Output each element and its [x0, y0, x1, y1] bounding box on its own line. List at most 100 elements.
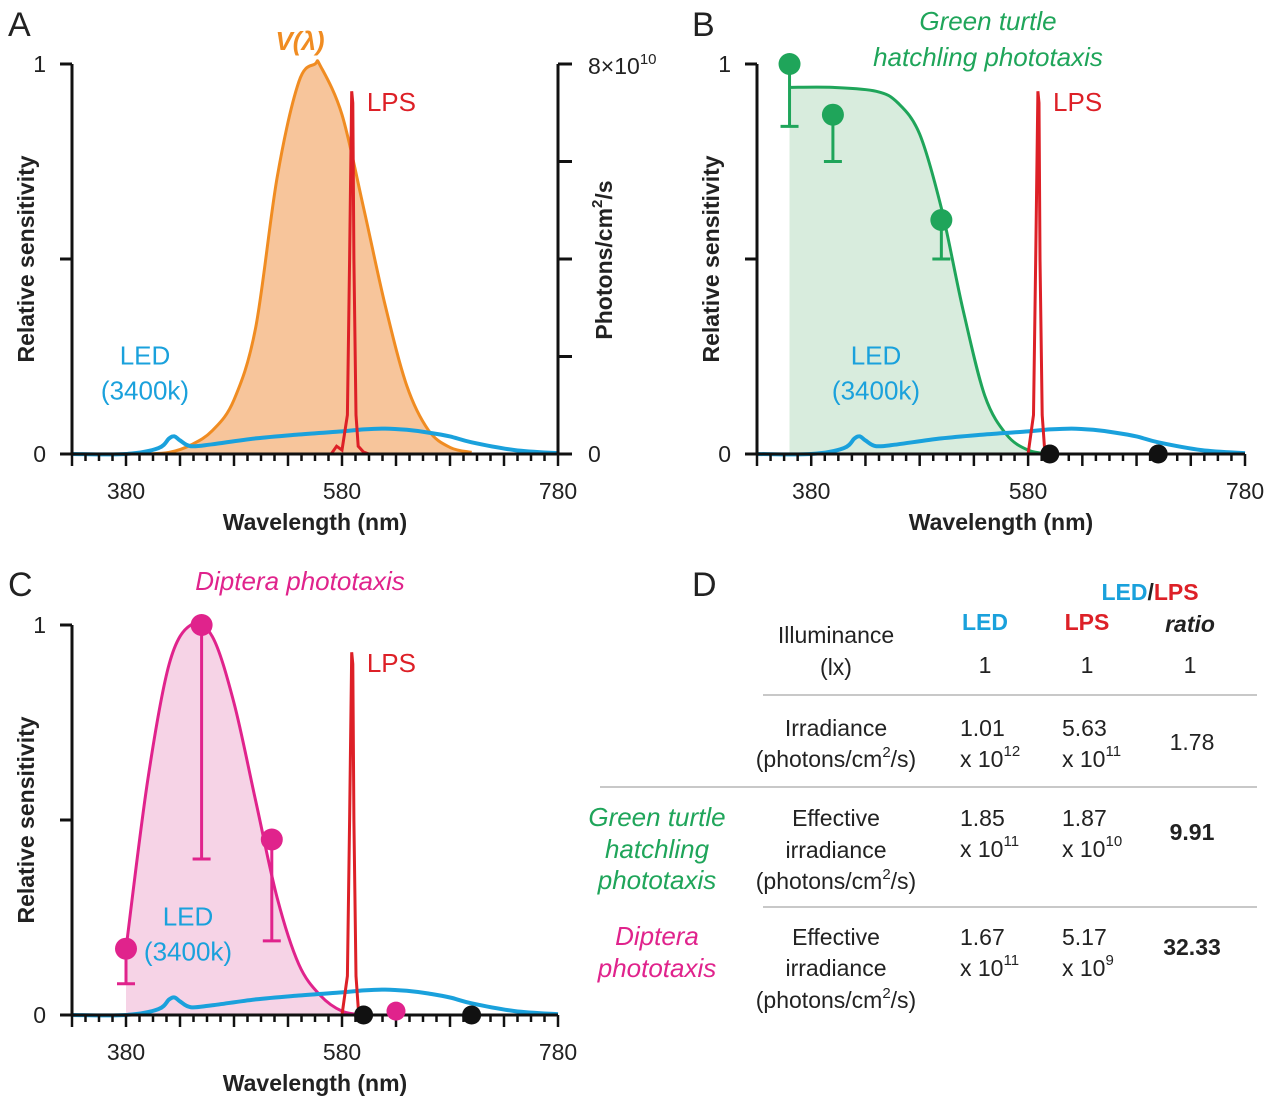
y2-axis-label-main: Photons/cm: [591, 208, 617, 340]
panel-c: C 0 1 380 580 780 Wavelength (nm) Relative sen…: [8, 566, 577, 1096]
x-tick-label: 780: [539, 478, 577, 504]
y-tick-label: 0: [718, 441, 731, 467]
row-illuminance-label-1: Illuminance: [778, 622, 894, 648]
series-fill: [789, 87, 1050, 455]
panel-b-label: B: [692, 6, 715, 44]
y-tick-label: 0: [33, 441, 46, 467]
data-point: [115, 937, 137, 960]
x-tick-label: 580: [1009, 478, 1047, 504]
x-tick-label: 580: [323, 1039, 361, 1065]
y2-tick-label-bottom: 0: [588, 441, 601, 467]
zero-data-point: [354, 1005, 374, 1025]
row-diptera-label-2: irradiance: [786, 955, 887, 981]
y-tick-label: 1: [33, 612, 46, 638]
y-tick-label: 1: [33, 51, 46, 77]
zero-data-point: [386, 1001, 406, 1021]
series-fill: [147, 60, 472, 454]
data-point: [821, 103, 844, 126]
led-label: LED: [851, 340, 902, 370]
ratio-header-led: LED: [1101, 579, 1147, 605]
panel-a-plot: 0 1 380 580 780 Wavelength (nm) Relative sensi…: [13, 26, 657, 535]
y2-axis-label-end: /s: [591, 180, 617, 199]
chart-title-line-1: Green turtle: [919, 6, 1056, 36]
row-diptera-label-1: Effective: [792, 924, 880, 950]
row-diptera-group-2: phototaxis: [597, 953, 717, 983]
y2-axis-label-sup: 2: [589, 200, 606, 208]
row-irradiance-lps-power: x 1011: [1062, 743, 1121, 772]
row-diptera-led-mantissa: 1.67: [960, 924, 1005, 950]
x-tick-label: 380: [107, 478, 145, 504]
x-axis-label: Wavelength (nm): [223, 1070, 407, 1096]
row-irradiance-led-power: x 1012: [960, 743, 1020, 772]
row-turtle-lps-power: x 1010: [1062, 833, 1122, 862]
row-illuminance-ratio: 1: [1184, 652, 1197, 678]
panel-b: B 0 1 380 580 780 Wavelength (nm) Relative sen…: [692, 6, 1264, 535]
y-axis-label: Relative sensitivity: [13, 155, 39, 362]
row-irradiance-lps-mantissa: 5.63: [1062, 715, 1107, 741]
chart-title-line-2: hatchling phototaxis: [873, 42, 1103, 72]
row-illuminance-label-2: (lx): [820, 654, 852, 680]
header-ratio-word: ratio: [1165, 611, 1215, 637]
row-turtle-led-mantissa: 1.85: [960, 805, 1005, 831]
x-tick-label: 380: [792, 478, 830, 504]
chart-title: Diptera phototaxis: [195, 566, 405, 596]
led-label-sub: (3400k): [832, 375, 920, 405]
row-illuminance-lps: 1: [1081, 652, 1094, 678]
x-axis-label: Wavelength (nm): [909, 509, 1093, 535]
panel-d-label: D: [692, 566, 717, 604]
x-tick-label: 580: [323, 478, 361, 504]
lps-line: [340, 652, 365, 1016]
ratio-header-slash: /: [1147, 579, 1154, 605]
led-line: [756, 426, 1246, 457]
row-turtle-group-1: Green turtle: [588, 802, 725, 832]
zero-data-point: [462, 1005, 482, 1025]
row-turtle-label-1: Effective: [792, 805, 880, 831]
header-led: LED: [962, 609, 1008, 635]
row-irradiance-label-1: Irradiance: [785, 715, 887, 741]
panel-a-label: A: [8, 6, 31, 44]
row-diptera-lps-exp: 9: [1105, 952, 1113, 969]
row-diptera-led-exp: 11: [1003, 952, 1019, 969]
row-irradiance-label-2: (photons/cm2/s): [756, 744, 916, 772]
led-label: LED: [163, 901, 214, 931]
row-turtle-label-3: (photons/cm2/s): [756, 866, 916, 894]
data-point: [190, 614, 213, 636]
panel-d: D LED/LPS LED LPS ratio Illuminance (lx)…: [588, 566, 1257, 1013]
y2-tick-label-top: 8×1010: [588, 51, 657, 79]
lps-label: LPS: [367, 87, 416, 117]
row-diptera-lps-power: x 109: [1062, 952, 1114, 981]
header-lps: LPS: [1065, 609, 1110, 635]
lps-label: LPS: [1053, 87, 1102, 117]
led-line: [71, 987, 559, 1018]
data-point: [778, 53, 801, 75]
row-turtle-group-2: hatchling: [605, 834, 710, 864]
row-diptera-group-1: Diptera: [615, 921, 699, 951]
row-turtle-led-exp: 11: [1003, 833, 1019, 850]
row-irradiance-led-exp: 12: [1003, 743, 1020, 760]
lps-label: LPS: [367, 648, 416, 678]
y2-tick-mantissa: 8×10: [588, 53, 640, 79]
y2-axis-label: Photons/cm2/s: [589, 180, 617, 339]
x-axis-label: Wavelength (nm): [223, 509, 407, 535]
x-tick-label: 780: [539, 1039, 577, 1065]
panel-a: A 0 1 380 580 780 Wavelength (nm) Relative sen…: [8, 6, 657, 535]
row-turtle-label-2: irradiance: [786, 837, 887, 863]
row-illuminance-led: 1: [979, 652, 992, 678]
y-axis-label: Relative sensitivity: [13, 716, 39, 923]
lps-line: [329, 91, 370, 456]
y-tick-label: 1: [718, 51, 731, 77]
x-tick-label: 380: [107, 1039, 145, 1065]
led-label-sub: (3400k): [101, 375, 189, 405]
row-turtle-ratio: 9.91: [1170, 819, 1215, 845]
row-turtle-lps-mantissa: 1.87: [1062, 805, 1107, 831]
panel-b-plot: 0 1 380 580 780 Wavelength (nm) Relative sensi…: [698, 6, 1264, 535]
led-label: LED: [120, 340, 171, 370]
y-tick-label: 0: [33, 1002, 46, 1028]
row-irradiance-led-mantissa: 1.01: [960, 715, 1005, 741]
series-fill: [126, 623, 364, 1015]
panel-c-plot: 0 1 380 580 780 Wavelength (nm) Relative sensi…: [13, 566, 577, 1096]
row-turtle-group-3: phototaxis: [597, 865, 717, 895]
row-turtle-led-power: x 1011: [960, 833, 1019, 862]
row-diptera-ratio: 32.33: [1163, 934, 1221, 960]
